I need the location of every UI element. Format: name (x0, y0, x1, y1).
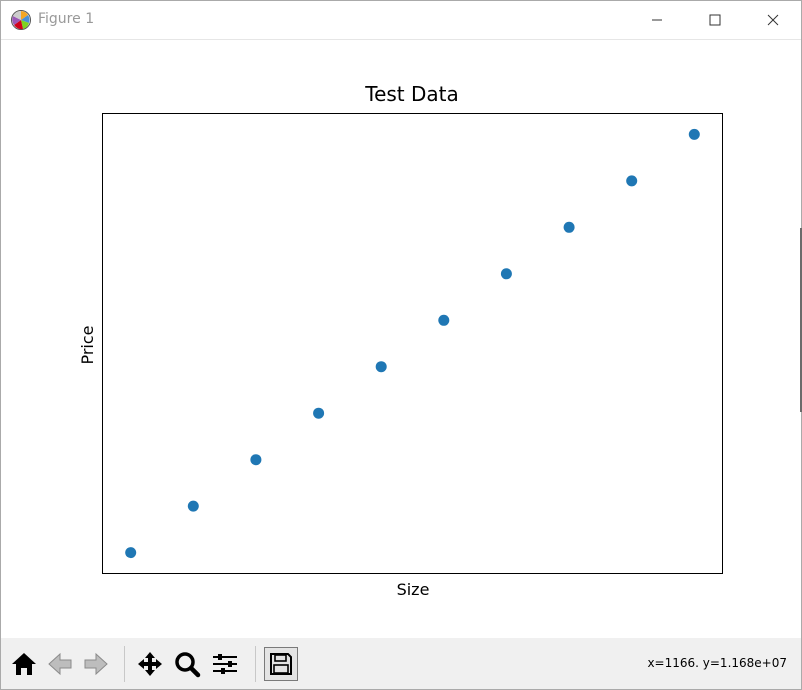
toolbar-separator (124, 646, 125, 682)
pan-icon (138, 652, 162, 676)
cursor-coordinates: x=1166. y=1.168e+07 (647, 656, 787, 670)
close-icon (767, 14, 779, 26)
scatter-point (688, 128, 700, 140)
figure-canvas[interactable]: Test Data Size Price (1, 40, 801, 638)
scatter-point (563, 221, 575, 233)
scatter-point (500, 268, 512, 280)
minimize-icon (652, 19, 662, 21)
chart-title: Test Data (364, 82, 459, 106)
scatter-point (187, 500, 199, 512)
zoom-button[interactable] (171, 647, 203, 681)
x-axis-label: Size (397, 580, 430, 599)
y-axis-label: Price (78, 325, 97, 364)
back-button[interactable] (44, 647, 76, 681)
scatter-point (626, 175, 638, 187)
minimize-button[interactable] (628, 1, 686, 39)
back-arrow-icon (48, 652, 72, 676)
configure-subplots-button[interactable] (209, 647, 241, 681)
data-points (125, 128, 700, 559)
title-bar: Figure 1 (1, 1, 801, 40)
scatter-plot: Test Data Size Price (78, 82, 723, 599)
close-button[interactable] (744, 1, 801, 39)
window-edge-shadow (800, 228, 802, 412)
window-title: Figure 1 (38, 11, 95, 27)
pan-button[interactable] (134, 647, 166, 681)
home-icon (12, 653, 36, 675)
save-icon (270, 653, 292, 675)
home-button[interactable] (8, 647, 40, 681)
axes-frame (102, 113, 723, 574)
scatter-point (438, 314, 450, 326)
forward-arrow-icon (84, 652, 108, 676)
configure-subplots-icon (213, 654, 237, 674)
save-button[interactable] (264, 647, 298, 681)
maximize-icon (709, 14, 721, 26)
scatter-point (375, 361, 387, 373)
maximize-button[interactable] (686, 1, 744, 39)
forward-button[interactable] (80, 647, 112, 681)
scatter-point (250, 454, 262, 466)
navigation-toolbar: x=1166. y=1.168e+07 (1, 638, 801, 689)
toolbar-separator (255, 646, 256, 682)
matplotlib-logo-icon (11, 10, 31, 30)
zoom-icon (175, 652, 201, 678)
scatter-point (313, 407, 325, 419)
scatter-point (125, 547, 137, 559)
